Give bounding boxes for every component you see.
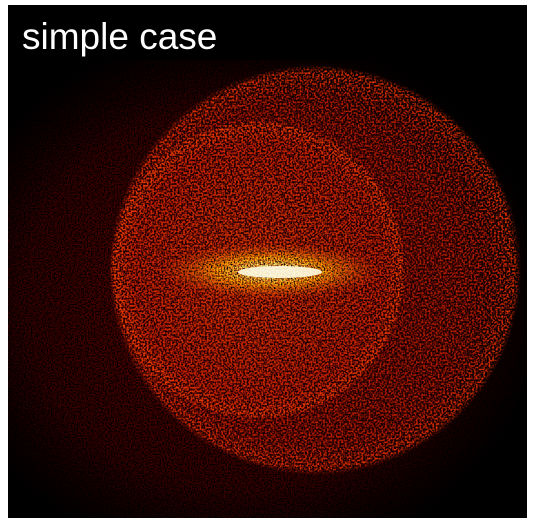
particle-cloud xyxy=(8,60,527,518)
image-label: simple case xyxy=(22,16,217,57)
page: simple case (() => { const data = JSON.p… xyxy=(0,0,535,520)
render-image: simple case xyxy=(0,0,535,520)
core xyxy=(238,266,322,278)
